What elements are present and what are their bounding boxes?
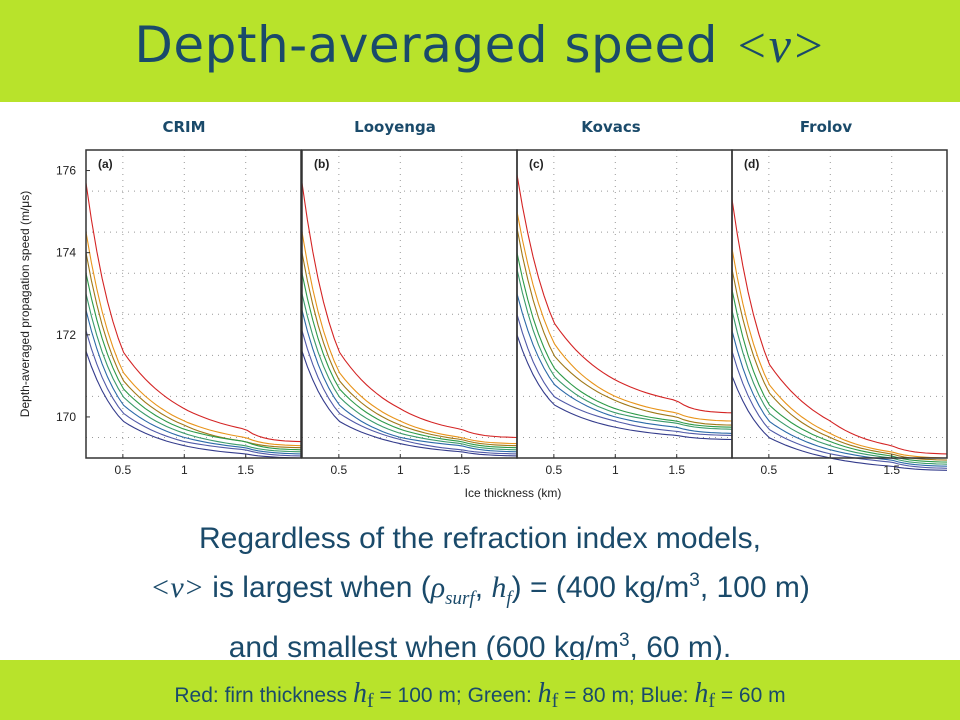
series-line — [301, 182, 518, 439]
panel-name-looyenga: Looyenga — [354, 118, 436, 136]
series-line — [516, 174, 733, 414]
statement-text-b: ) = (400 kg/m — [511, 571, 690, 604]
x-tick-label: 1.5 — [237, 463, 254, 477]
series-line — [301, 310, 518, 453]
panel-name-crim: CRIM — [162, 118, 206, 136]
series-line — [301, 232, 518, 445]
series-line — [731, 199, 948, 455]
footer-text-2: = 100 m; Green: — [373, 684, 538, 707]
panel-name-frolov: Frolov — [799, 118, 853, 136]
series-line — [301, 351, 518, 457]
series-line — [85, 330, 302, 457]
speed-chart: (a) 0.5 1 1.5 (b) 0.5 1 1.5 (c) 0.5 1 1.5 (d) 0.5 1 1.5… — [18, 149, 948, 500]
statement-sup-2: 3 — [618, 630, 630, 651]
series-line — [301, 252, 518, 447]
panel-label: (b) — [314, 157, 329, 171]
series-line — [516, 252, 733, 428]
x-tick-label: 1.5 — [453, 463, 470, 477]
footer-sub-3: f — [708, 690, 715, 713]
statement-sub-surf: surf — [445, 588, 475, 609]
slide-title-symbol: <v> — [734, 17, 826, 73]
series-line — [731, 310, 948, 465]
panel-frame — [301, 149, 518, 459]
series-line — [516, 268, 733, 430]
panel-label: (a) — [98, 157, 113, 171]
series-line — [731, 351, 948, 469]
panel-frame — [731, 149, 948, 459]
x-tick-label: 1.5 — [668, 463, 685, 477]
series-line — [85, 252, 302, 449]
footer-h-3: h — [694, 678, 709, 709]
statement-text-d: and smallest when (600 kg/m — [228, 631, 619, 664]
statement-line-2: <v> is largest when (ρsurf, hf) = (400 k… — [40, 560, 920, 620]
footer-legend: Red: firn thickness hf = 100 m; Green: h… — [0, 678, 960, 713]
statement-comma: , — [474, 571, 492, 604]
panel-name-kovacs: Kovacs — [581, 118, 641, 136]
x-tick-label: 0.5 — [331, 463, 348, 477]
x-tick-label: 0.5 — [115, 463, 132, 477]
footer-text-1: Red: firn thickness — [174, 684, 353, 707]
series-line — [516, 314, 733, 436]
series-line — [731, 330, 948, 467]
y-tick-label: 174 — [56, 246, 76, 260]
series-line — [516, 211, 733, 422]
x-axis-label: Ice thickness (km) — [465, 486, 562, 500]
statement-sup-1: 3 — [689, 570, 700, 591]
series-line — [85, 273, 302, 451]
series-line — [301, 330, 518, 455]
y-tick-label: 172 — [56, 328, 76, 342]
series-line — [85, 232, 302, 447]
statement-line-1: Regardless of the refraction index model… — [199, 522, 761, 555]
y-tick-label: 176 — [56, 164, 76, 178]
statement-text-e: , 60 m). — [629, 631, 732, 664]
footer-text-4: = 60 m — [714, 684, 786, 707]
x-tick-label: 1 — [181, 463, 188, 477]
series-line — [301, 273, 518, 449]
statement-symbol: <v> — [150, 571, 204, 604]
title-bar — [0, 0, 960, 102]
panel-frame — [85, 149, 302, 459]
footer-h-1: h — [352, 678, 367, 709]
x-tick-label: 1 — [612, 463, 619, 477]
y-axis-label: Depth-averaged propagation speed (m/μs) — [18, 191, 32, 417]
statement-sub-f: f — [506, 588, 512, 609]
footer-sub-2: f — [551, 690, 559, 713]
x-tick-label: 0.5 — [546, 463, 563, 477]
x-tick-label: 0.5 — [761, 463, 778, 477]
slide-title-text: Depth-averaged speed — [134, 16, 735, 74]
x-tick-label: 1 — [397, 463, 404, 477]
series-line — [301, 293, 518, 451]
statement: Regardless of the refraction index model… — [40, 518, 920, 669]
footer-bar — [0, 660, 960, 720]
series-line — [516, 227, 733, 426]
series-line — [516, 293, 733, 434]
statement-line-3: and smallest when (600 kg/m3, 60 m). — [40, 620, 920, 669]
statement-h: h — [491, 571, 507, 604]
series-line — [85, 351, 302, 459]
statement-text-a: is largest when ( — [203, 571, 431, 604]
x-tick-label: 1 — [827, 463, 834, 477]
series-line — [516, 334, 733, 441]
slide-title: Depth-averaged speed <v> — [0, 16, 960, 74]
y-tick-label: 170 — [56, 410, 76, 424]
footer-sub-1: f — [366, 690, 374, 713]
panel-label: (d) — [744, 157, 759, 171]
footer-text-3: = 80 m; Blue: — [558, 684, 695, 707]
series-line — [85, 182, 302, 443]
footer-h-2: h — [537, 678, 552, 709]
statement-rho: ρ — [430, 571, 446, 604]
series-line — [85, 310, 302, 455]
series-line — [731, 375, 948, 471]
series-line — [731, 248, 948, 459]
statement-text-c: , 100 m) — [699, 571, 810, 604]
series-line — [731, 268, 948, 461]
series-line — [85, 293, 302, 453]
x-tick-label: 1.5 — [883, 463, 900, 477]
series-line — [731, 289, 948, 463]
panel-label: (c) — [529, 157, 544, 171]
